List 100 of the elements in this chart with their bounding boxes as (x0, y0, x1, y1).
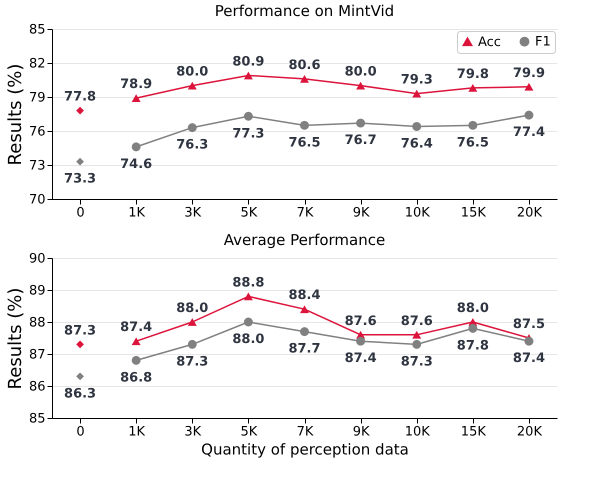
y-axis-title: Results (%) (4, 64, 26, 166)
x-tick-label: 15K (460, 424, 486, 440)
point (300, 120, 309, 130)
data-label: 86.3 (64, 386, 96, 402)
x-axis-title: Quantity of perception data (201, 440, 409, 458)
data-label: 80.6 (288, 58, 321, 73)
data-label: 88.0 (456, 301, 489, 316)
x-tick-label: 20K (516, 424, 542, 440)
x-tick-label: 10K (404, 424, 430, 440)
x-tick-label: 3K (184, 424, 202, 440)
data-label: 80.0 (176, 64, 208, 80)
chart-title: Performance on MintVid (214, 2, 394, 20)
x-tick-label: 1K (128, 206, 146, 220)
point (132, 142, 141, 152)
point (244, 292, 253, 300)
point (468, 84, 478, 92)
point (468, 120, 478, 130)
x-tick-label: 5K (240, 424, 258, 440)
y-tick-label: 73 (28, 158, 46, 174)
data-label: 77.3 (232, 126, 264, 142)
x-tick-label: 1K (128, 424, 146, 440)
data-label: 87.4 (512, 351, 545, 366)
point (244, 72, 253, 80)
point (132, 337, 141, 346)
data-label: 87.3 (176, 354, 208, 370)
data-label: 76.3 (176, 138, 208, 153)
x-tick-label: 0 (76, 206, 85, 220)
point (300, 305, 309, 314)
point (300, 74, 309, 83)
point (132, 94, 141, 102)
data-label: 87.8 (456, 338, 489, 354)
y-tick-label: 70 (28, 192, 46, 208)
data-label: 78.9 (120, 77, 152, 92)
point (188, 123, 197, 132)
point (412, 90, 422, 98)
data-label: 87.4 (120, 320, 152, 336)
y-tick-label: 82 (28, 56, 46, 72)
legend-label: F1 (535, 34, 551, 50)
point (76, 106, 84, 114)
x-tick-label: 3K (184, 206, 202, 220)
x-tick-label: 5K (240, 206, 258, 220)
point (76, 372, 84, 380)
y-axis-title: Results (%) (4, 288, 26, 390)
data-label: 79.8 (456, 66, 489, 82)
x-tick-label: 0 (76, 424, 85, 440)
point (356, 336, 366, 346)
point (524, 110, 534, 120)
point (412, 330, 422, 339)
point (244, 112, 253, 121)
y-tick-label: 88 (28, 316, 46, 330)
point (188, 340, 197, 349)
x-tick-label: 7K (296, 424, 314, 440)
x-tick-label: 20K (516, 206, 542, 220)
data-label: 79.3 (400, 72, 433, 88)
x-tick-label: 15K (460, 206, 486, 220)
data-label: 76.5 (288, 135, 321, 150)
point (412, 122, 422, 131)
y-tick-label: 79 (28, 90, 46, 106)
y-tick-label: 87 (28, 348, 46, 362)
y-tick-label: 76 (28, 124, 46, 140)
data-label: 79.9 (512, 66, 545, 81)
data-label: 86.8 (120, 370, 152, 386)
data-label: 88.0 (232, 332, 264, 347)
point (412, 340, 422, 349)
data-label: 88.0 (176, 301, 208, 316)
data-label: 74.6 (120, 156, 152, 172)
data-label: 87.3 (64, 323, 96, 338)
y-tick-label: 90 (28, 252, 46, 266)
legend-label: Acc (478, 34, 501, 50)
x-tick-label: 9K (352, 424, 370, 440)
y-tick-label: 85 (28, 412, 46, 426)
point (76, 158, 84, 166)
data-label: 87.5 (512, 317, 545, 332)
data-label: 76.4 (400, 136, 433, 152)
point (244, 318, 253, 326)
point (188, 318, 197, 326)
chart-title: Average Performance (224, 231, 386, 249)
point (468, 324, 478, 333)
point (188, 82, 197, 90)
point (356, 118, 366, 128)
y-tick-label: 89 (28, 284, 46, 298)
point (356, 82, 366, 90)
data-label: 87.6 (400, 314, 433, 329)
data-label: 73.3 (64, 172, 96, 187)
data-label: 87.4 (344, 351, 377, 366)
data-label: 80.0 (344, 64, 377, 80)
point (76, 340, 84, 348)
y-tick-label: 86 (28, 380, 46, 394)
point (524, 336, 534, 346)
data-label: 77.4 (512, 125, 545, 140)
data-label: 88.4 (288, 288, 321, 304)
point (132, 356, 141, 365)
data-label: 87.7 (288, 342, 321, 357)
data-label: 87.6 (344, 314, 377, 329)
data-label: 87.3 (400, 354, 433, 370)
data-label: 80.9 (232, 54, 264, 70)
data-label: 76.5 (456, 135, 489, 150)
x-tick-label: 7K (296, 206, 314, 220)
data-label: 77.8 (64, 90, 96, 105)
y-tick-label: 85 (28, 22, 46, 38)
